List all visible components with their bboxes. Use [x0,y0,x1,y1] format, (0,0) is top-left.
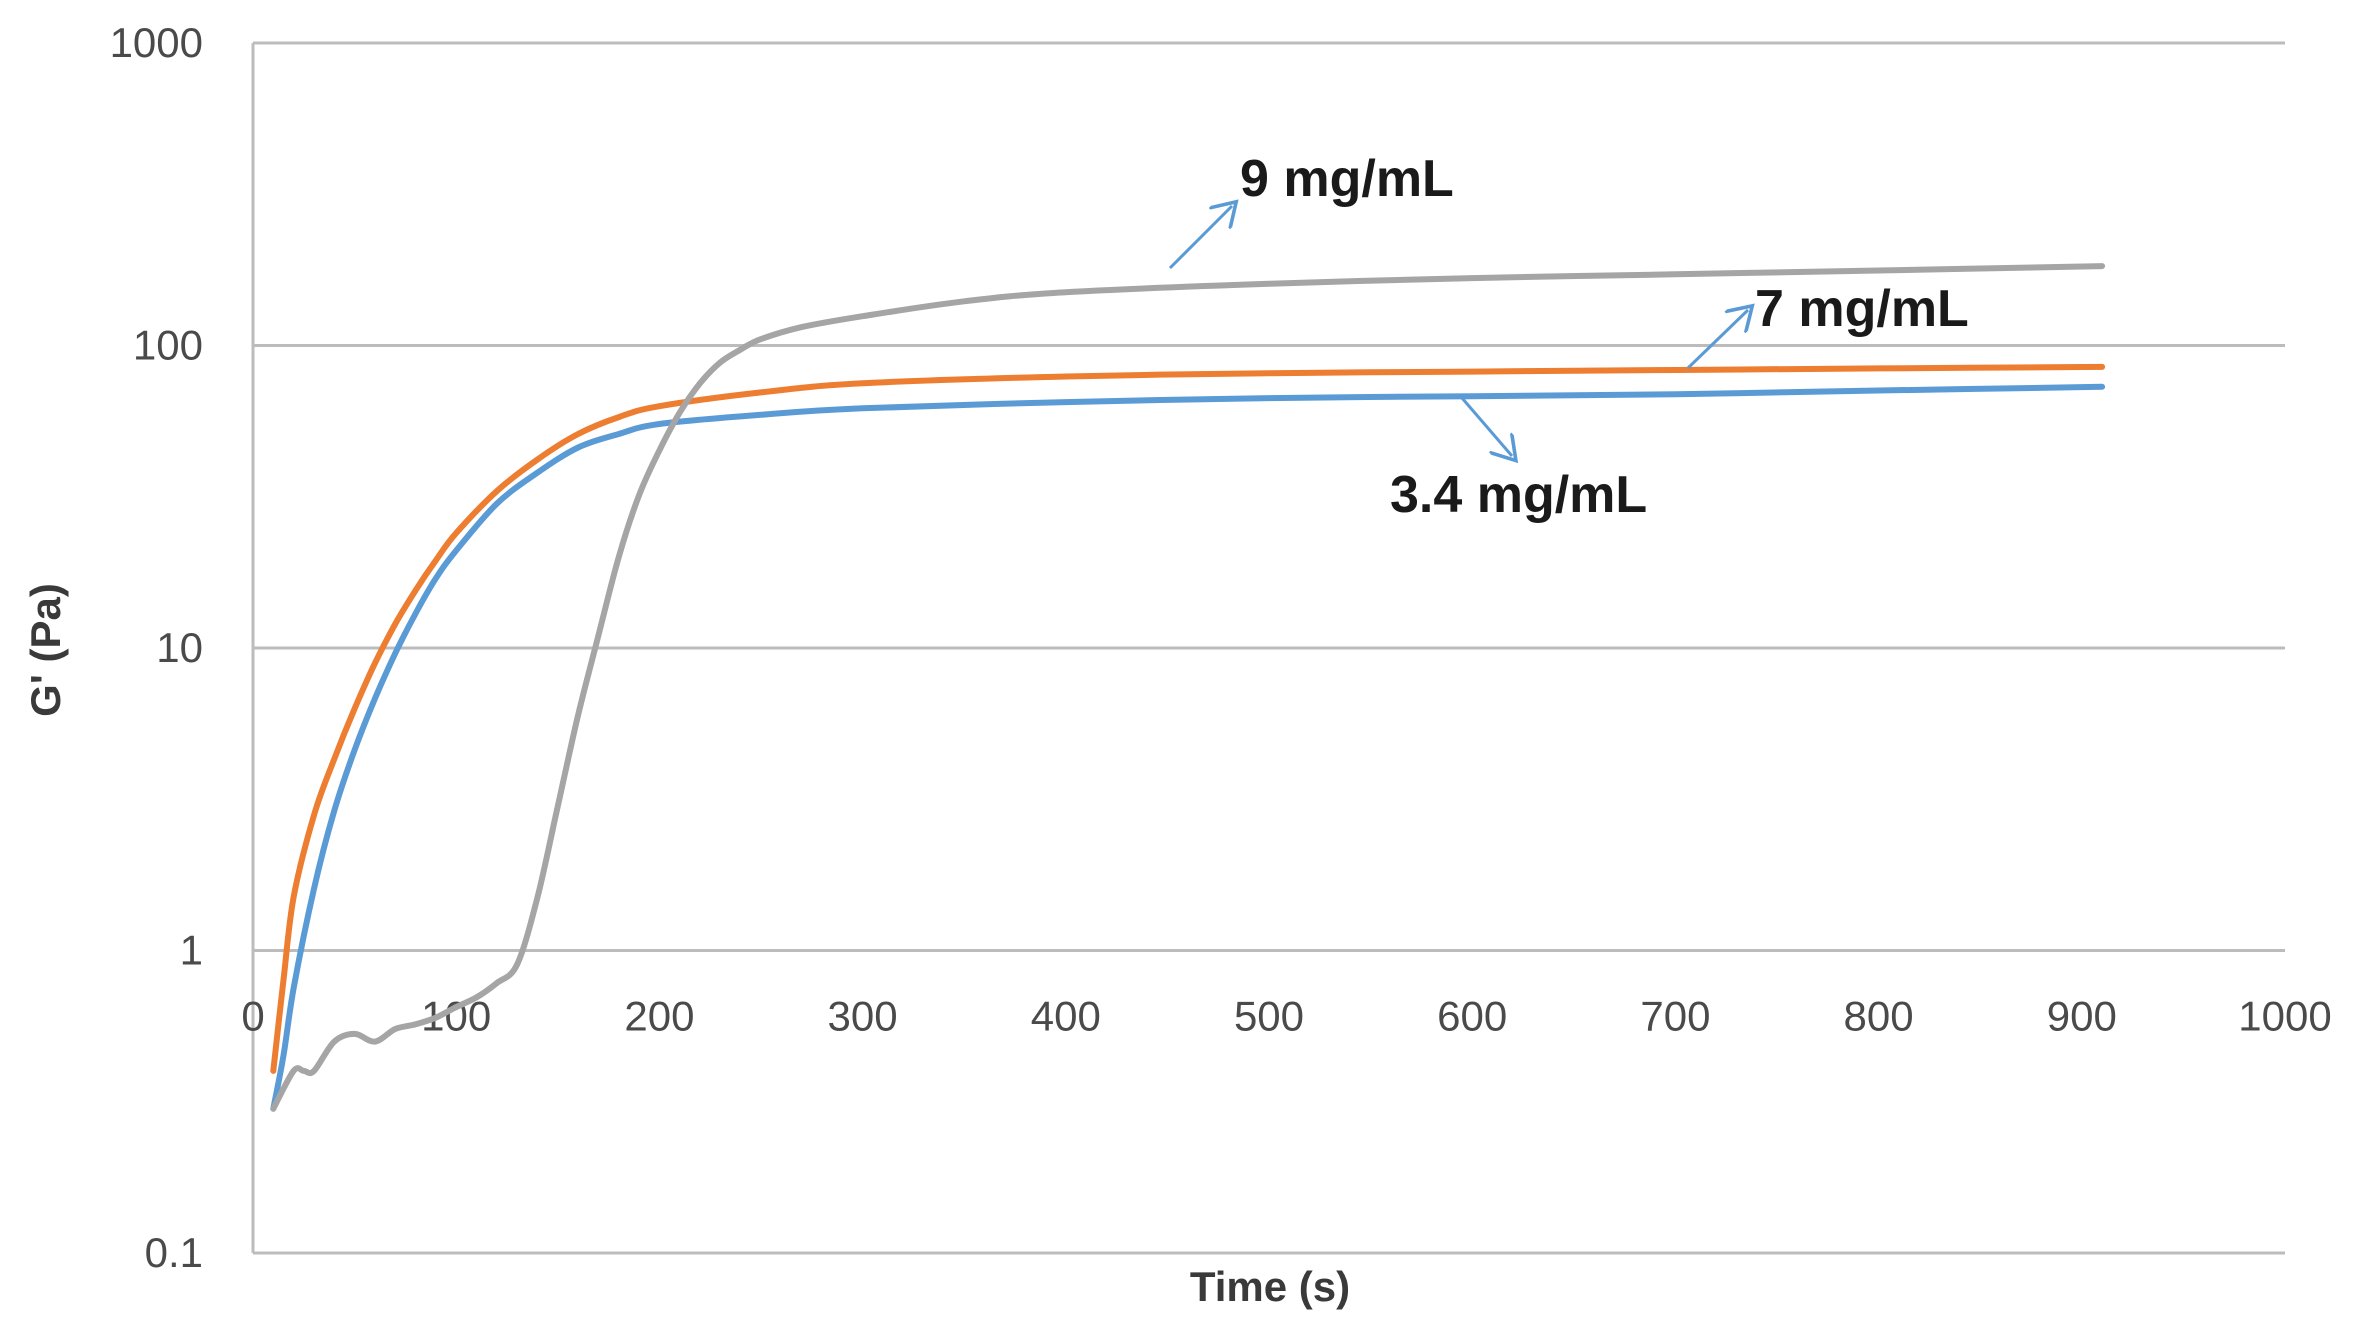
x-tick-label: 400 [1031,993,1101,1040]
y-axis-ticks: 0.1 1 10 100 1000 [110,19,203,1276]
series-line-9-mg-ml [270,263,2106,1112]
x-tick-label: 300 [828,993,898,1040]
series-line-7-mg-ml [270,363,2106,1074]
y-tick-label: 1 [180,927,203,974]
annotation-label: 7 mg/mL [1755,280,1969,338]
y-axis-label: G' (Pa) [22,583,69,717]
y-tick-label: 10 [156,624,203,671]
annotation-label: 3.4 mg/mL [1390,466,1647,524]
annotation-arrow [1460,397,1512,456]
x-tick-label: 0 [241,993,264,1040]
x-tick-label: 1000 [2238,993,2331,1040]
x-tick-label: 200 [624,993,694,1040]
annotation-label: 9 mg/mL [1240,150,1454,208]
x-tick-label: 100 [421,993,491,1040]
x-tick-label: 500 [1234,993,1304,1040]
annotations: 9 mg/mL 7 mg/mL 3.4 mg/mL [1168,150,1969,524]
x-tick-label: 700 [1640,993,1710,1040]
x-tick-label: 900 [2047,993,2117,1040]
grid [251,41,2285,1255]
x-axis-ticks: 0 100 200 300 400 500 600 700 800 900 1000 [241,993,2331,1040]
annotation-arrow [1686,310,1748,370]
x-tick-label: 600 [1437,993,1507,1040]
series-line-3-4-mg-ml [270,383,2106,1112]
annotation-arrow [1168,206,1232,270]
y-tick-label: 1000 [110,19,203,66]
y-tick-label: 0.1 [145,1229,203,1276]
series-lines [270,263,2106,1112]
x-tick-label: 800 [1844,993,1914,1040]
x-axis-label: Time (s) [1190,1263,1350,1310]
y-tick-label: 100 [133,322,203,369]
